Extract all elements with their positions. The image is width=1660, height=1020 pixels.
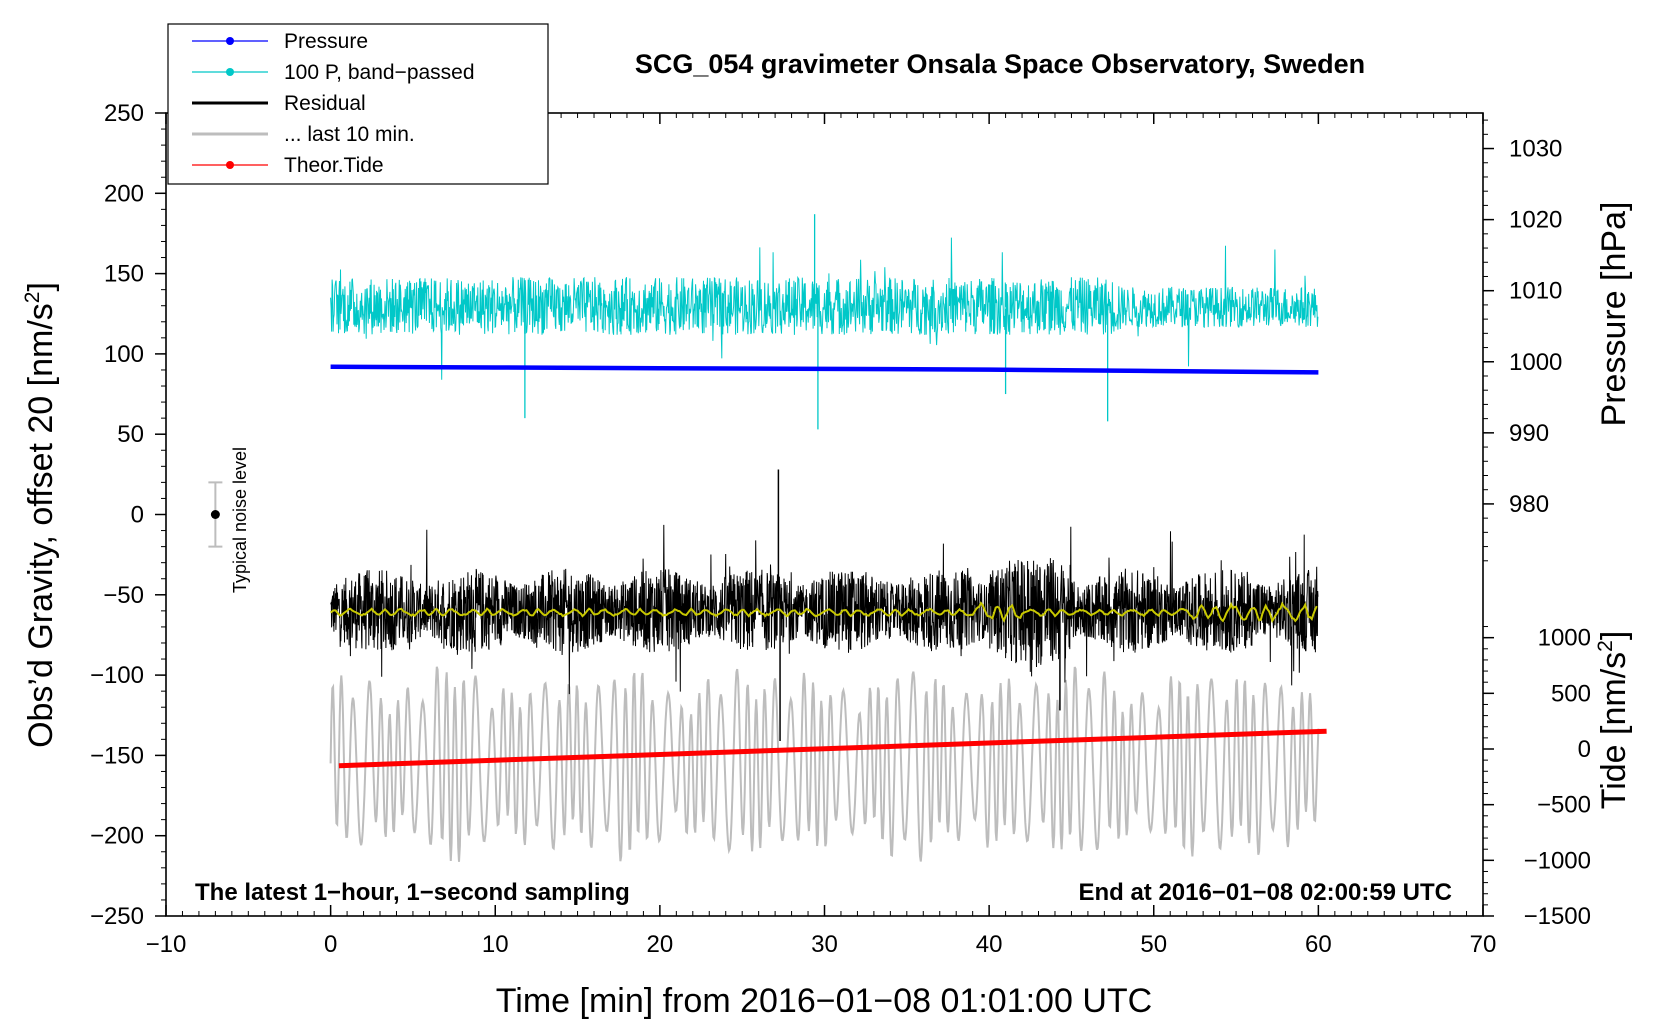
noise-point bbox=[210, 510, 220, 519]
series-last-10-min bbox=[329, 666, 1320, 862]
x-tick-label: 70 bbox=[1470, 931, 1497, 958]
series-pressure bbox=[330, 364, 1319, 375]
tide-tick-label: −1500 bbox=[1524, 903, 1591, 930]
x-tick-label: 10 bbox=[482, 931, 509, 958]
pressure-tick-label: 990 bbox=[1509, 420, 1549, 447]
y-tick-label: 200 bbox=[104, 180, 144, 207]
x-tick-label: 50 bbox=[1140, 931, 1167, 958]
tide-tick-label: −500 bbox=[1537, 792, 1591, 819]
legend-label: Theor.Tide bbox=[284, 154, 384, 177]
tide-tick-label: 1000 bbox=[1538, 625, 1591, 652]
pressure-tick-label: 1030 bbox=[1509, 136, 1562, 163]
y-tick-label: −150 bbox=[90, 742, 144, 769]
y-axis-title-tide: Tide [nm/s2] bbox=[1594, 631, 1633, 810]
y-axis-tide: −1500 −1000 −500 0 500 1000 bbox=[1483, 625, 1591, 930]
y-tick-label: −100 bbox=[90, 662, 144, 689]
series-theoretical-tide bbox=[338, 728, 1327, 769]
x-axis-title: Time [min] from 2016−01−08 01:01:00 UTC bbox=[496, 982, 1152, 1020]
pressure-tick-label: 1000 bbox=[1509, 349, 1562, 376]
tide-tick-label: 500 bbox=[1551, 680, 1591, 707]
legend-label: Residual bbox=[284, 92, 366, 115]
pressure-tick-label: 980 bbox=[1509, 491, 1549, 518]
series-pressure-bandpassed bbox=[330, 237, 1319, 380]
end-time-note: End at 2016−01−08 02:00:59 UTC bbox=[1078, 879, 1452, 906]
legend-label: 100 P, band−passed bbox=[284, 61, 475, 84]
legend-dot bbox=[226, 37, 234, 45]
y-axis-pressure: 980 990 1000 1010 1020 1030 bbox=[1483, 119, 1562, 562]
chart-title: SCG_054 gravimeter Onsala Space Observat… bbox=[635, 49, 1365, 79]
x-axis: −10 0 10 20 30 40 50 60 70 bbox=[146, 113, 1497, 958]
y-axis-main: 250 200 150 100 50 0 −50 −100 −150 −200 −250 bbox=[90, 100, 166, 930]
y-tick-label: 50 bbox=[117, 421, 144, 448]
series-residual bbox=[330, 524, 1319, 695]
x-tick-label: 20 bbox=[647, 931, 674, 958]
x-tick-label: −10 bbox=[146, 931, 187, 958]
legend: Pressure 100 P, band−passed Residual ... la… bbox=[167, 23, 549, 185]
x-tick-label: 30 bbox=[811, 931, 838, 958]
legend-label: ... last 10 min. bbox=[284, 123, 415, 146]
y-tick-label: 0 bbox=[131, 502, 144, 529]
x-tick-label: 40 bbox=[976, 931, 1003, 958]
y-tick-label: 100 bbox=[104, 341, 144, 368]
legend-label: Pressure bbox=[284, 30, 368, 53]
y-tick-label: −50 bbox=[103, 582, 144, 609]
noise-level-marker bbox=[208, 481, 223, 548]
y-tick-label: −250 bbox=[90, 903, 144, 930]
x-tick-label: 0 bbox=[324, 931, 337, 958]
tide-tick-label: −1000 bbox=[1524, 847, 1591, 874]
pressure-tick-label: 1010 bbox=[1509, 278, 1562, 305]
y-axis-title-main: Obs’d Gravity, offset 20 [nm/s2] bbox=[21, 282, 60, 748]
pressure-tick-label: 1020 bbox=[1509, 207, 1562, 234]
sampling-note: The latest 1−hour, 1−second sampling bbox=[195, 879, 630, 906]
y-tick-label: 150 bbox=[104, 261, 144, 288]
legend-dot bbox=[226, 68, 234, 76]
noise-level-label: Typical noise level bbox=[230, 447, 250, 593]
x-tick-label: 60 bbox=[1305, 931, 1332, 958]
series-residual-smoothed bbox=[330, 601, 1318, 624]
y-tick-label: −200 bbox=[90, 823, 144, 850]
y-tick-label: 250 bbox=[104, 100, 144, 127]
y-axis-title-pressure: Pressure [hPa] bbox=[1595, 202, 1633, 427]
legend-dot bbox=[226, 161, 234, 169]
tide-tick-label: 0 bbox=[1578, 736, 1591, 763]
series-layer bbox=[329, 214, 1327, 862]
